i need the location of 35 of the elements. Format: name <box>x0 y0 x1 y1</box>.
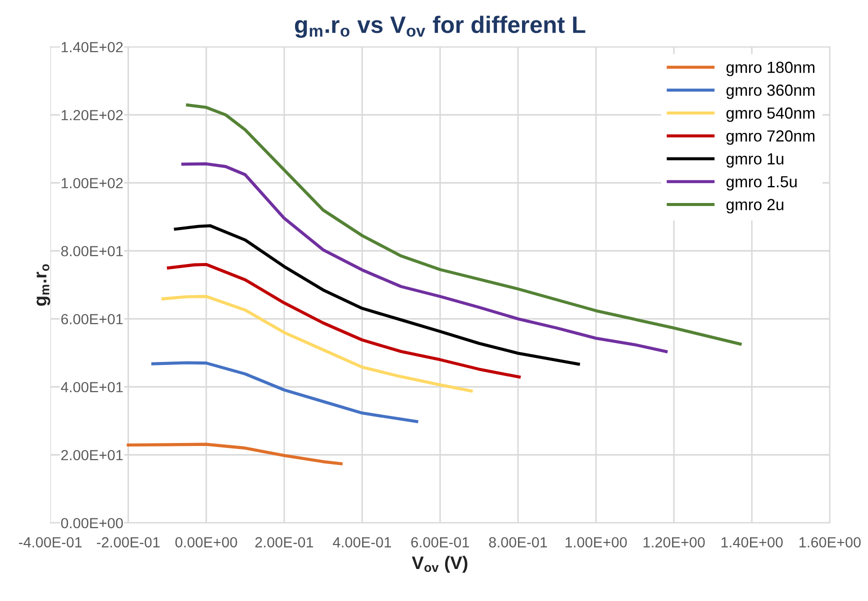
chart-title: g$_{m}$.r$_{o}$ vs V$_{ov}$ for different L <box>295 16 586 38</box>
y-tick-label: 6.00E+01 <box>61 314 123 324</box>
legend-label: gmro 720nm <box>726 130 814 145</box>
legend-label: gmro 180nm <box>726 62 814 76</box>
x-tick-label: 1.40E+00 <box>722 537 783 548</box>
legend-label: gmro 2u <box>726 198 784 214</box>
x-axis-title: V$_{ov}$ (V) <box>412 556 468 573</box>
y-axis-title: g$_{m}$.r$_{o}$ <box>36 264 50 306</box>
y-tick-label: 8.00E+01 <box>61 246 123 256</box>
line-series <box>174 224 580 366</box>
x-tick-label: 1.20E+00 <box>644 537 705 548</box>
line-series <box>181 162 668 354</box>
y-tick-label: 2.00E+01 <box>61 450 123 460</box>
x-tick-label: 6.00E-01 <box>411 537 469 548</box>
line-series <box>166 262 521 379</box>
x-tick-label: -4.00E-01 <box>18 537 82 548</box>
y-tick-label: 1.40E+02 <box>62 42 123 52</box>
legend-label: gmro 360nm <box>726 84 814 100</box>
line-series <box>161 294 473 392</box>
x-tick-label: 2.00E-01 <box>255 537 314 548</box>
x-tick-label: 4.00E-01 <box>332 537 392 548</box>
x-tick-label: 8.00E-01 <box>489 537 547 548</box>
line-series <box>126 442 343 466</box>
legend-label: gmro 1u <box>726 153 784 168</box>
x-tick-label: 1.00E+00 <box>566 537 627 548</box>
x-tick-label: 1.60E+00 <box>799 537 861 548</box>
y-tick-label: 4.00E+01 <box>60 382 123 392</box>
line-series <box>151 361 418 424</box>
legend-label: gmro 1.5u <box>726 176 797 191</box>
x-tick-label: -2.00E-01 <box>96 537 160 548</box>
x-tick-label: 0.00E+00 <box>175 537 238 548</box>
legend-label: gmro 540nm <box>726 107 814 122</box>
y-tick-label: 0.00E+00 <box>61 518 123 528</box>
y-tick-label: 1.20E+02 <box>62 110 123 120</box>
y-tick-label: 1.00E+02 <box>62 178 123 188</box>
